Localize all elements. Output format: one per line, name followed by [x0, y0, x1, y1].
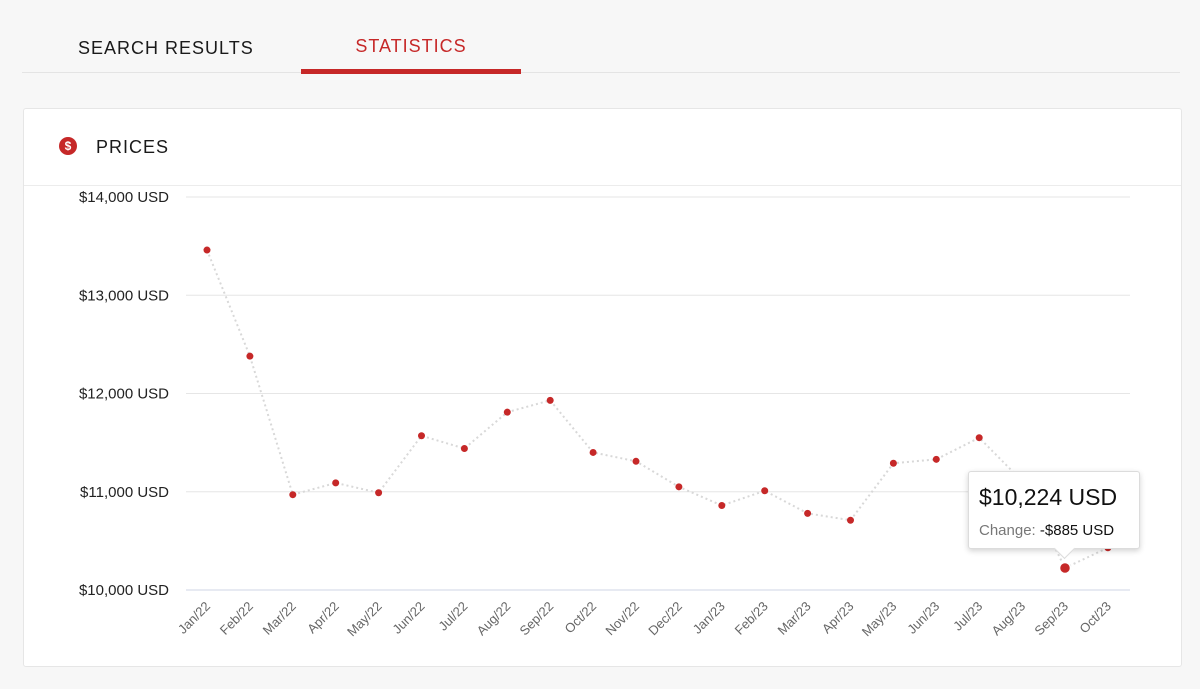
tooltip-change-label: Change:: [979, 522, 1036, 539]
active-tab-indicator: [301, 69, 521, 74]
data-point[interactable]: [589, 448, 597, 456]
y-tick-label: $11,000 USD: [80, 484, 169, 501]
data-point[interactable]: [847, 516, 854, 524]
x-tick-label: Apr/23: [819, 599, 857, 637]
x-tick-label: Apr/22: [304, 599, 342, 637]
data-point[interactable]: [246, 352, 254, 360]
x-tick-label: Jul/23: [950, 599, 985, 634]
data-point[interactable]: [932, 455, 940, 463]
card-header: $ PRICES: [24, 109, 1181, 186]
tab-search-results[interactable]: SEARCH RESULTS: [78, 38, 254, 58]
dollar-circle-icon: $: [59, 137, 77, 155]
value-tooltip: $10,224 USD Change: -$885 USD: [968, 471, 1140, 560]
data-point[interactable]: [632, 457, 640, 465]
tab-statistics[interactable]: STATISTICS: [301, 22, 521, 74]
data-point[interactable]: [718, 502, 726, 510]
y-tick-label: $12,000 USD: [79, 386, 169, 403]
data-point[interactable]: [332, 479, 340, 487]
data-point[interactable]: [460, 445, 468, 453]
x-axis-ticks: Jan/22 Feb/22 Mar/22 Apr/22 May/22 Jun/22 Jul/…: [175, 599, 1114, 640]
tab-statistics-label: STATISTICS: [355, 36, 467, 56]
x-tick-label: Aug/22: [474, 599, 514, 639]
x-tick-label: Jul/22: [435, 599, 470, 634]
x-tick-label: Mar/22: [260, 599, 299, 638]
data-point[interactable]: [889, 459, 897, 467]
x-tick-label: Jun/23: [904, 599, 942, 637]
data-point[interactable]: [289, 491, 297, 499]
data-point[interactable]: [203, 246, 211, 254]
data-point[interactable]: [418, 432, 425, 440]
data-point[interactable]: [546, 396, 554, 404]
tab-bar: SEARCH RESULTS STATISTICS: [22, 22, 1180, 74]
x-tick-label: Jan/23: [690, 599, 728, 637]
x-tick-label: Sep/22: [517, 599, 557, 639]
x-tick-label: Jan/22: [175, 599, 213, 637]
prices-card: $ PRICES: [23, 108, 1182, 667]
x-tick-label: May/23: [859, 599, 900, 640]
series-line: [206, 249, 1109, 570]
tooltip-value: $10,224 USD: [979, 484, 1118, 510]
data-point[interactable]: [675, 483, 683, 491]
x-tick-label: Sep/23: [1031, 599, 1071, 639]
x-tick-label: Dec/22: [645, 599, 685, 639]
x-tick-label: May/22: [344, 599, 385, 640]
x-tick-label: Feb/23: [732, 599, 771, 638]
data-point[interactable]: [375, 489, 383, 497]
chart-grid: [186, 196, 1130, 591]
data-point[interactable]: [761, 487, 769, 495]
x-tick-label: Oct/22: [562, 599, 600, 637]
y-axis-ticks: $10,000 USD $11,000 USD $12,000 USD $13,000…: [79, 189, 169, 599]
card-title: PRICES: [96, 137, 170, 157]
tooltip-change-value: -$885 USD: [1039, 522, 1115, 539]
x-tick-label: Mar/23: [774, 599, 813, 638]
y-tick-label: $13,000 USD: [79, 287, 169, 304]
x-tick-label: Aug/23: [988, 599, 1028, 639]
y-tick-label: $14,000 USD: [79, 189, 169, 206]
y-tick-label: $10,000 USD: [79, 582, 169, 599]
data-point[interactable]: [503, 408, 511, 416]
data-point[interactable]: [975, 434, 983, 442]
x-tick-label: Jun/22: [389, 599, 427, 637]
x-tick-label: Oct/23: [1076, 599, 1114, 637]
highlighted-data-point[interactable]: [1058, 561, 1072, 575]
data-point[interactable]: [804, 509, 812, 517]
x-tick-label: Nov/22: [602, 599, 642, 639]
tooltip-change: Change: -$885 USD: [979, 522, 1114, 539]
x-tick-label: Feb/22: [217, 599, 256, 638]
